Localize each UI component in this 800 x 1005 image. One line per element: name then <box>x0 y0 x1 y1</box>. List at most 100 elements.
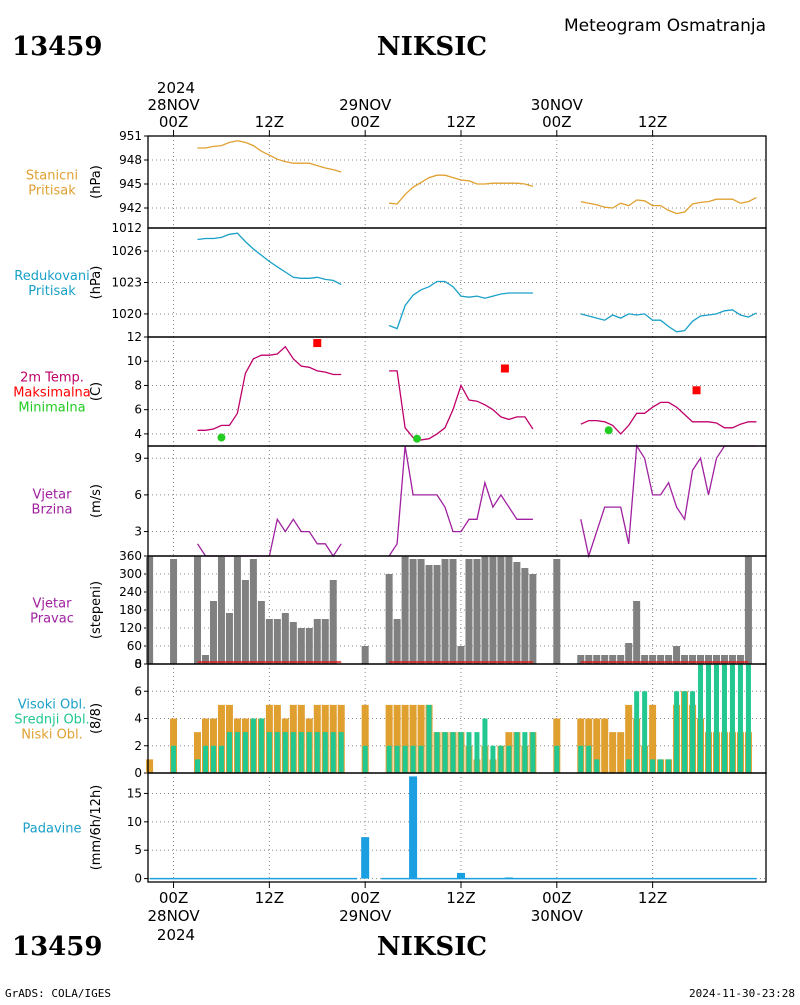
cloud-bar <box>282 732 288 773</box>
top-year-label: 2024 <box>157 79 195 97</box>
unit-label: (m/s) <box>89 484 104 518</box>
cloud-bar <box>362 745 368 773</box>
cloud-bar <box>330 732 336 773</box>
y-tick-label: 180 <box>119 603 142 617</box>
unit-label: (8/8) <box>89 703 104 734</box>
y-tick-label: 4 <box>134 712 142 726</box>
panel-label: Padavine <box>23 822 82 837</box>
cloud-bar <box>698 664 704 773</box>
series-line <box>580 309 757 333</box>
unit-label: (hPa) <box>89 266 104 300</box>
cloud-bar <box>258 718 264 773</box>
cloud-bar <box>338 732 344 773</box>
direction-bar <box>257 601 265 664</box>
cloud-bar <box>195 759 201 773</box>
bottom-day-label: 29NOV <box>339 907 392 925</box>
cloud-bar <box>650 759 656 773</box>
y-tick-label: 360 <box>119 549 142 563</box>
direction-bar <box>265 619 273 664</box>
cloud-bar <box>474 732 480 773</box>
cloud-bar <box>394 745 400 773</box>
cloud-bar <box>418 745 424 773</box>
series-line <box>580 444 757 559</box>
cloud-bar <box>361 704 369 773</box>
direction-bar <box>201 655 209 664</box>
y-tick-label: 3 <box>134 525 142 539</box>
precip-bar <box>504 877 513 879</box>
cloud-bar <box>202 745 208 773</box>
cloud-bar <box>626 759 632 773</box>
cloud-bar <box>194 732 202 773</box>
cloud-bar <box>729 664 735 773</box>
y-tick-label: 60 <box>127 639 142 653</box>
direction-bar <box>170 559 178 664</box>
direction-bar <box>705 655 713 664</box>
bottom-hour-label: 12Z <box>446 889 475 907</box>
cloud-bar <box>514 732 520 773</box>
direction-bar <box>449 559 457 664</box>
y-tick-label: 6 <box>134 403 142 417</box>
y-tick-label: 6 <box>134 488 142 502</box>
cloud-bar <box>402 745 408 773</box>
direction-bar <box>241 580 249 664</box>
unit-label: (hPa) <box>89 165 104 199</box>
panel-6: 0 5 10 15 Padavine (mm/6h/12h) <box>23 772 767 886</box>
panel-frame <box>147 445 767 557</box>
y-tick-label: 6 <box>134 684 142 698</box>
cloud-bar <box>682 691 688 773</box>
cloud-bar <box>385 704 393 773</box>
direction-bar <box>281 613 289 664</box>
direction-bar <box>577 655 585 664</box>
direction-bar <box>146 556 154 664</box>
cloud-bar <box>522 732 528 773</box>
panel-label: Maksimalna <box>13 386 91 401</box>
panel-label: Vjetar <box>33 597 73 612</box>
bottom-hour-label: 12Z <box>255 889 284 907</box>
panel-label: Minimalna <box>18 401 85 416</box>
y-tick-label: 951 <box>119 129 142 143</box>
cloud-bar <box>625 704 633 773</box>
direction-bar <box>217 556 225 664</box>
cloud-bar <box>554 745 560 773</box>
precip-bar <box>361 837 370 879</box>
bottom-hour-label: 00Z <box>542 889 571 907</box>
bottom-hour-label: 12Z <box>638 889 667 907</box>
tmax-marker <box>313 339 322 348</box>
panel-label: Niski Obl. <box>21 728 83 743</box>
cloud-bar <box>322 732 328 773</box>
cloud-bar <box>171 745 177 773</box>
cloud-bar <box>737 664 743 773</box>
y-tick-label: 300 <box>119 567 142 581</box>
cloud-bar <box>458 732 464 773</box>
direction-bar <box>712 655 720 664</box>
bottom-day-label: 28NOV <box>147 907 200 925</box>
panel-5: 0 2 4 6 8 Visoki Obl.Srednji Obl.Niski Obl. (8… <box>14 657 767 780</box>
top-hour-label: 12Z <box>446 113 475 131</box>
cloud-bar <box>642 691 648 773</box>
tmax-marker <box>692 386 701 395</box>
footer-station-id: 13459 <box>12 932 102 962</box>
direction-bar <box>633 601 641 664</box>
tmax-marker <box>500 364 509 373</box>
cloud-bar <box>690 691 696 773</box>
cloud-bar <box>594 759 600 773</box>
panel-label: Vjetar <box>33 488 73 503</box>
direction-bar <box>273 619 281 664</box>
series-line <box>197 140 342 173</box>
cloud-bar <box>210 745 216 773</box>
direction-bar <box>209 601 217 664</box>
y-tick-label: 5 <box>134 843 142 857</box>
cloud-bar <box>666 759 672 773</box>
cloud-bar <box>578 745 584 773</box>
direction-bar <box>329 580 337 664</box>
cloud-bar <box>217 704 225 773</box>
y-tick-label: 12 <box>127 330 142 344</box>
top-hour-label: 12Z <box>255 113 284 131</box>
panel-label: Pravac <box>30 612 74 627</box>
series-line <box>197 345 342 431</box>
